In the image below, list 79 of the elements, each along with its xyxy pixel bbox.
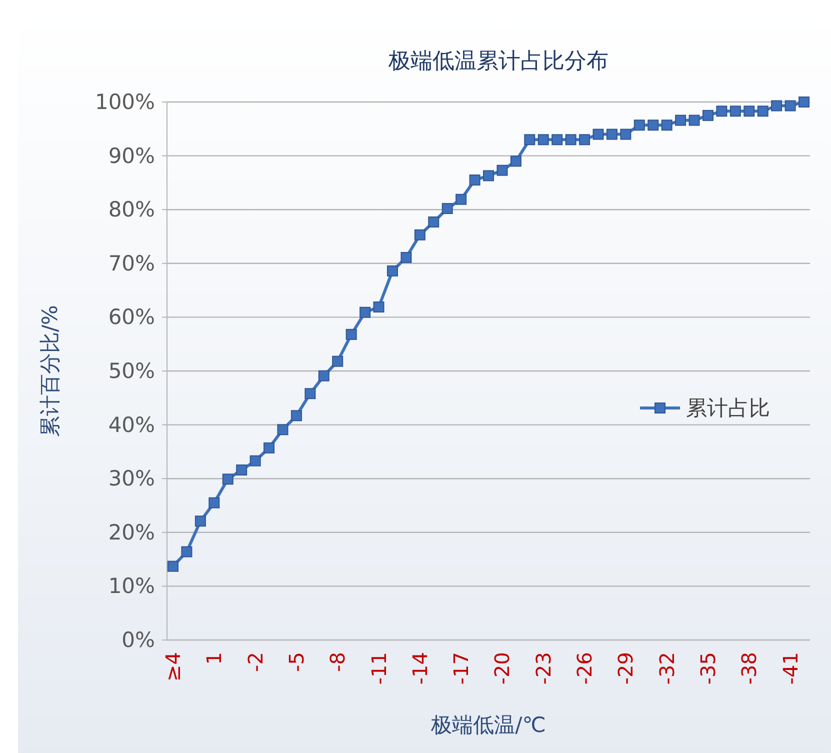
point xyxy=(290,410,302,422)
point xyxy=(483,170,494,182)
y-tick-label: 80% xyxy=(108,198,155,222)
x-tick-label: -29 xyxy=(614,652,638,685)
y-tick-label: 100% xyxy=(94,90,155,114)
y-tick-label: 20% xyxy=(108,520,155,544)
point xyxy=(346,328,357,340)
point xyxy=(496,164,508,176)
point xyxy=(442,203,453,214)
y-axis-title: 累计百分比/% xyxy=(38,304,62,438)
y-tick-label: 10% xyxy=(108,574,155,598)
x-tick-label: -8 xyxy=(326,652,350,672)
point xyxy=(208,497,220,508)
point xyxy=(168,560,178,572)
point xyxy=(620,128,632,140)
point xyxy=(428,216,440,228)
point xyxy=(524,134,536,146)
point xyxy=(510,156,522,167)
x-tick-label: -38 xyxy=(737,652,762,685)
point xyxy=(386,265,398,276)
point xyxy=(373,301,384,312)
point xyxy=(688,114,700,126)
point xyxy=(264,442,275,454)
point xyxy=(318,370,330,382)
y-tick-label: 40% xyxy=(108,412,155,437)
x-tick-label: -17 xyxy=(449,652,474,685)
point xyxy=(469,174,480,186)
point xyxy=(277,424,288,436)
x-tick-label: -23 xyxy=(531,652,556,685)
point xyxy=(744,106,755,117)
point xyxy=(661,120,672,131)
x-tick-label: ≥4 xyxy=(161,652,185,682)
point xyxy=(798,96,810,108)
point xyxy=(181,546,192,558)
point xyxy=(784,100,796,112)
legend-label: 累计占比 xyxy=(686,396,770,420)
point xyxy=(538,134,549,146)
x-axis-title: 极端低温/℃ xyxy=(430,713,546,737)
point xyxy=(236,464,248,476)
point xyxy=(360,306,371,318)
point xyxy=(716,106,728,117)
point xyxy=(414,229,426,240)
x-tick-label: -32 xyxy=(654,652,679,685)
x-tick-label: -5 xyxy=(284,652,308,672)
point xyxy=(194,516,206,527)
point xyxy=(702,110,714,121)
point xyxy=(757,106,768,117)
y-tick-label: 60% xyxy=(108,305,155,330)
point xyxy=(648,120,659,131)
y-tick-label: 70% xyxy=(108,251,155,276)
legend-item: 累计占比 xyxy=(640,396,770,420)
point xyxy=(400,252,412,263)
point xyxy=(304,388,316,400)
x-tick-label: -26 xyxy=(572,652,597,685)
point xyxy=(730,106,741,117)
y-tick-label: 0% xyxy=(122,628,155,652)
chart-title: 极端低温累计占比分布 xyxy=(388,49,608,74)
point xyxy=(456,194,467,205)
point xyxy=(552,134,563,146)
x-tick-label: 1 xyxy=(202,652,226,665)
y-tick-label: 90% xyxy=(108,144,155,168)
x-tick-label: -20 xyxy=(490,652,514,685)
x-tick-label: -35 xyxy=(696,652,720,685)
point xyxy=(675,114,686,126)
point xyxy=(222,474,234,485)
point xyxy=(565,134,576,146)
point xyxy=(606,128,618,140)
x-tick-label: -14 xyxy=(408,652,432,685)
point xyxy=(579,134,590,146)
point xyxy=(332,356,344,367)
y-tick-label: 50% xyxy=(108,359,155,383)
y-tick-label: 30% xyxy=(108,466,155,491)
x-tick-label: -2 xyxy=(243,652,268,672)
point xyxy=(592,128,604,140)
point xyxy=(250,455,261,466)
point xyxy=(634,120,645,131)
x-tick-label: -41 xyxy=(778,652,802,685)
x-tick-label: -11 xyxy=(366,652,391,685)
point xyxy=(771,100,782,112)
